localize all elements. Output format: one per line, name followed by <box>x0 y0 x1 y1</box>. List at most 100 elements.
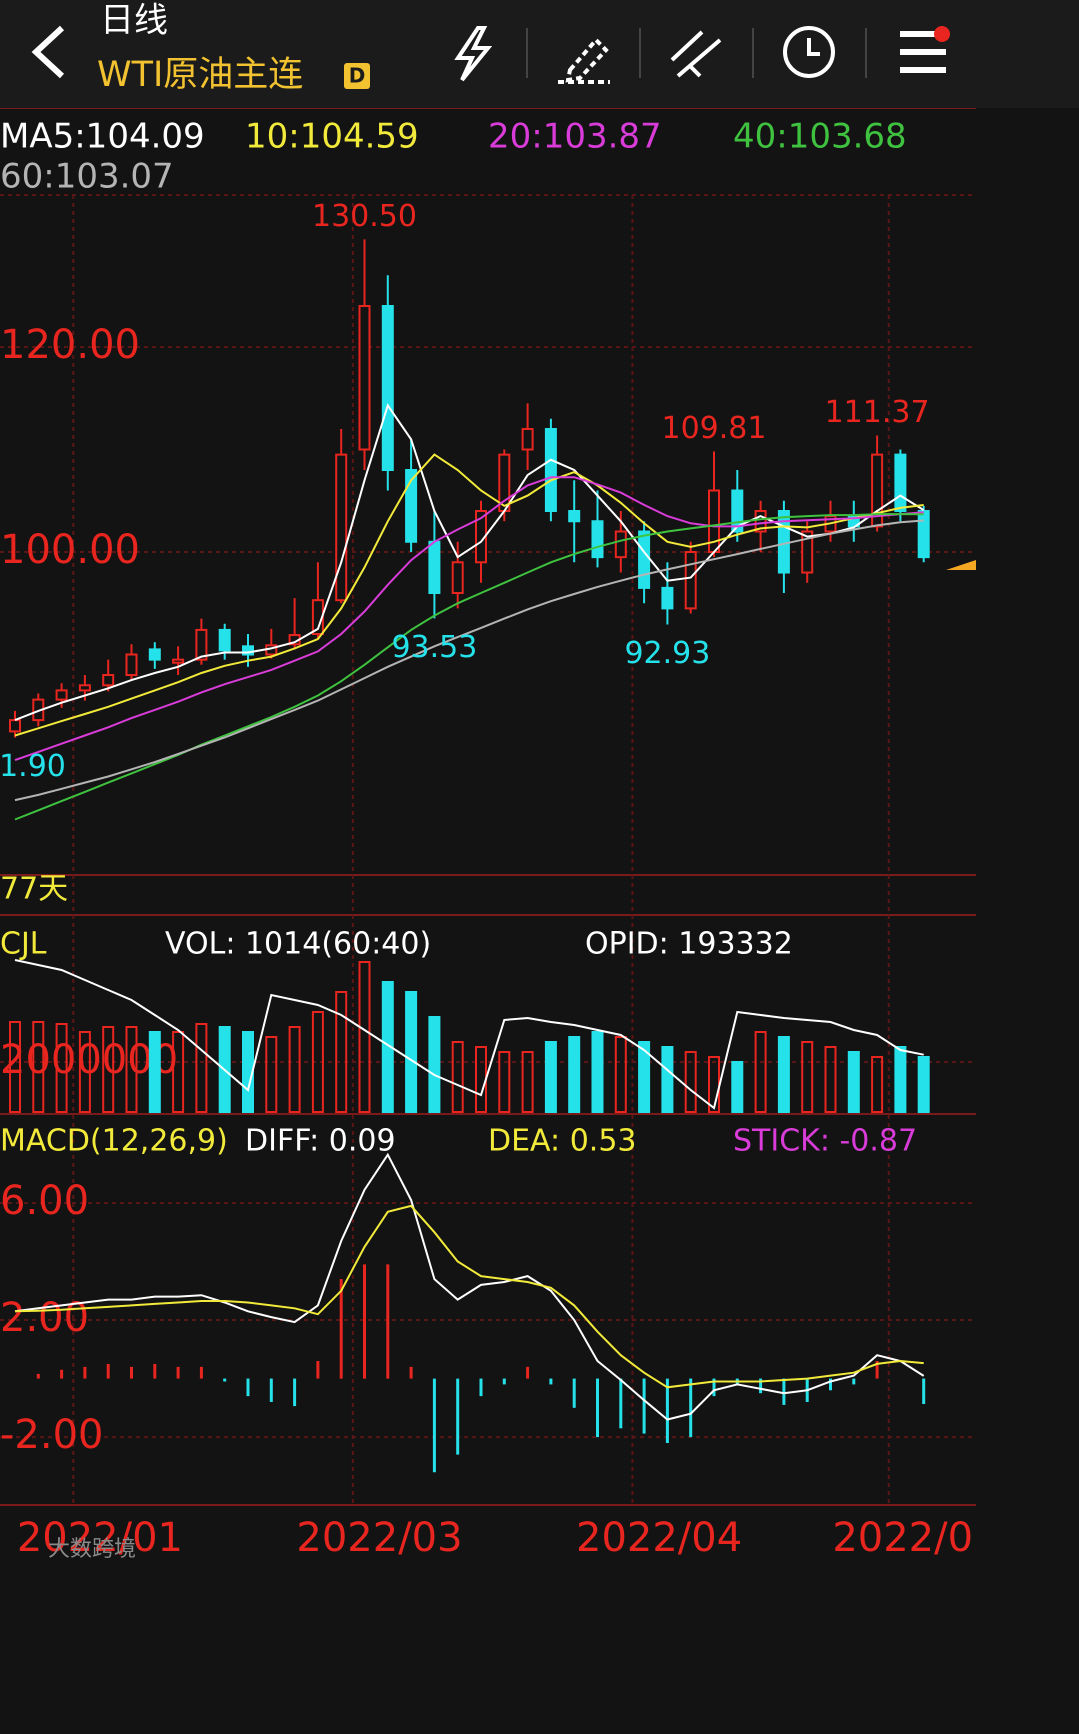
price-annotation: 81.90 <box>0 749 66 784</box>
volume-bar <box>428 1016 441 1113</box>
candle-body <box>195 628 208 661</box>
volume-bar <box>777 1036 790 1113</box>
candle-body <box>358 305 371 451</box>
candle-body <box>801 530 814 574</box>
volume-bar <box>731 1061 744 1113</box>
candle-body <box>78 684 91 692</box>
volume-bar <box>917 1056 930 1113</box>
price-annotation: 109.81 <box>662 411 767 446</box>
candle-body <box>9 719 21 733</box>
candle-body <box>731 489 744 533</box>
volume-bar <box>55 1023 68 1113</box>
plot-area: 2022/01 2022/03 2022/04 2022/05 100.00 120.00… <box>0 108 998 1561</box>
macd-line <box>14 1204 924 1389</box>
flash-icon[interactable] <box>454 26 493 82</box>
legend-entry: 10:104.59 <box>245 117 419 157</box>
instrument-title: WTI原油主连 <box>97 55 303 95</box>
price-annotation: 111.37 <box>825 395 930 430</box>
volume-bar <box>544 1041 557 1113</box>
volume-bar <box>172 1031 185 1113</box>
legend-entry: 60:103.07 <box>0 157 174 197</box>
moving-average-line <box>14 453 924 737</box>
x-tick-label: 2022/03 <box>296 1515 462 1561</box>
candle-body <box>638 530 651 589</box>
candle-body <box>381 305 394 472</box>
candle-body <box>218 628 231 652</box>
volume-bar <box>521 1051 534 1113</box>
candle-body <box>125 653 138 677</box>
volume-bar <box>78 1031 91 1113</box>
legend-entry: DEA: 0.53 <box>488 1124 637 1159</box>
macd-line <box>14 1152 925 1421</box>
moving-average-line <box>14 519 924 802</box>
price-marker <box>946 560 976 570</box>
price-annotation: 93.53 <box>391 630 477 665</box>
candle-body <box>451 561 464 595</box>
legend-entry: DIFF: 0.09 <box>245 1124 396 1159</box>
volume-bar <box>358 961 371 1113</box>
price-annotation: 130.50 <box>312 199 417 234</box>
candle-body <box>684 551 697 610</box>
volume-bar <box>568 1036 581 1113</box>
draw-icon[interactable] <box>558 37 610 84</box>
volume-bar <box>684 1051 697 1113</box>
y-tick-label: 120.00 <box>0 322 140 368</box>
back-button[interactable] <box>31 25 65 79</box>
legend-entry: STICK: -0.87 <box>733 1124 917 1159</box>
candle-body <box>894 453 907 513</box>
volume-bar <box>661 1046 674 1113</box>
volume-bar <box>32 1021 45 1113</box>
x-tick-label: 2022/05 <box>832 1515 998 1561</box>
volume-bar <box>638 1041 651 1113</box>
volume-bar <box>824 1046 837 1113</box>
volume-bar <box>311 1011 324 1113</box>
candle-body <box>661 586 674 610</box>
candle-body <box>614 530 627 559</box>
volume-bar <box>195 1023 208 1113</box>
indicator-icon[interactable] <box>670 30 722 78</box>
volume-bar <box>102 1026 115 1113</box>
legend-entry: MA5:104.09 <box>0 117 205 157</box>
panel-title: MACD(12,26,9) <box>0 1124 228 1159</box>
badge-text: D <box>349 64 366 88</box>
candle-body <box>521 428 534 451</box>
volume-bar <box>591 1031 604 1113</box>
y-tick-label: 2.00 <box>0 1295 89 1341</box>
panel-title: CJL <box>0 927 47 962</box>
candle-body <box>242 645 254 656</box>
volume-bar <box>265 1036 278 1113</box>
volume-bar <box>288 1026 301 1113</box>
x-tick-label: 2022/01 <box>17 1515 183 1561</box>
volume-bar <box>148 1031 161 1113</box>
legend-entry: 20:103.87 <box>488 117 662 157</box>
x-tick-label: 2022/04 <box>576 1515 742 1561</box>
volume-bar <box>451 1041 464 1113</box>
candle-body <box>568 510 581 523</box>
candle-body <box>172 658 185 664</box>
volume-bar <box>405 991 418 1113</box>
watermark: 大数跨境 <box>48 1537 136 1562</box>
y-tick-label: 6.00 <box>0 1178 89 1224</box>
price-annotation: 92.93 <box>624 636 710 671</box>
period: 日线 <box>100 1 168 41</box>
candle-body <box>591 520 604 559</box>
candle-body <box>335 453 348 602</box>
moving-average-line <box>14 476 924 762</box>
volume-bar <box>381 981 394 1113</box>
candle-body <box>917 510 930 559</box>
volume-bar <box>894 1046 907 1113</box>
y-tick-label: 100.00 <box>0 527 140 573</box>
history-icon[interactable] <box>783 26 835 78</box>
history-hands <box>807 38 820 56</box>
y-tick-label: -2.00 <box>0 1412 104 1458</box>
candle-body <box>544 428 557 513</box>
volume-bar <box>754 1031 767 1113</box>
toolbar-icons <box>454 26 946 84</box>
range-note: 77天 <box>0 872 68 907</box>
volume-bar <box>614 1036 627 1113</box>
volume-bar <box>335 991 348 1113</box>
toolbar-separators <box>526 28 867 78</box>
open-interest-line <box>14 959 924 1110</box>
